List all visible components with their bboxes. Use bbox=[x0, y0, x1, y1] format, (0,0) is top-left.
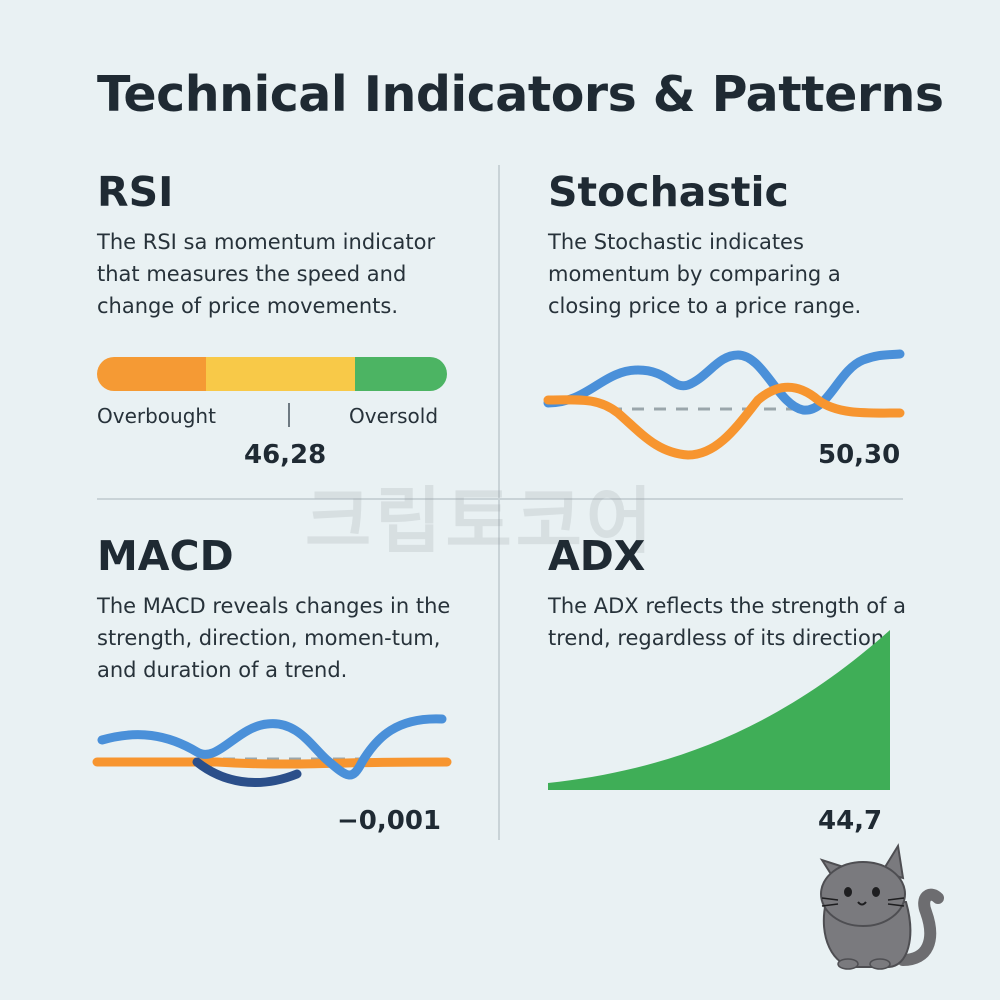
rsi-description: The RSI sa momentum indicator that measu… bbox=[97, 230, 436, 318]
rsi-gauge-bar bbox=[97, 357, 447, 391]
macd-chart bbox=[92, 714, 452, 788]
macd-line bbox=[97, 714, 447, 780]
macd-value: −0,001 bbox=[337, 806, 442, 836]
stochastic-d-line bbox=[543, 382, 905, 460]
rsi-neutral-segment bbox=[206, 357, 355, 391]
macd-title: MACD bbox=[97, 532, 234, 580]
adx-chart bbox=[548, 630, 890, 790]
stochastic-chart bbox=[543, 349, 905, 460]
adx-area bbox=[548, 630, 890, 790]
horizontal-divider bbox=[97, 498, 903, 500]
stochastic-title: Stochastic bbox=[548, 168, 789, 216]
cat-icon bbox=[819, 843, 944, 970]
rsi-marker bbox=[288, 403, 290, 427]
stochastic-description: The Stochastic indicates momentum by com… bbox=[548, 230, 862, 318]
rsi-title: RSI bbox=[97, 168, 174, 216]
macd-signal-line bbox=[92, 757, 452, 769]
rsi-oversold-label: Oversold bbox=[349, 404, 439, 428]
page-title: Technical Indicators & Patterns bbox=[97, 66, 944, 123]
vertical-divider bbox=[498, 165, 500, 840]
rsi-oversold-segment bbox=[355, 357, 447, 391]
adx-title: ADX bbox=[548, 532, 646, 580]
rsi-value: 46,28 bbox=[244, 440, 327, 470]
rsi-overbought-segment bbox=[97, 357, 206, 391]
rsi-overbought-label: Overbought bbox=[97, 404, 216, 428]
stochastic-value: 50,30 bbox=[818, 440, 901, 470]
adx-value: 44,7 bbox=[818, 806, 883, 836]
macd-description: The MACD reveals changes in the strength… bbox=[97, 594, 451, 682]
watermark: 크립토코어 bbox=[305, 479, 657, 563]
stochastic-k-line bbox=[543, 349, 905, 415]
adx-description: The ADX reflects the strength of a trend… bbox=[548, 594, 907, 650]
macd-histogram-dip bbox=[192, 757, 302, 788]
